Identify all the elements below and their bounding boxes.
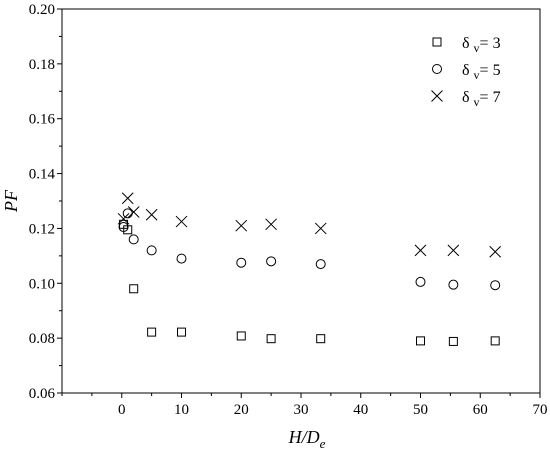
x-tick-label: 20 bbox=[234, 402, 249, 418]
legend-label: δ v= 7 bbox=[462, 89, 501, 109]
data-point-x bbox=[489, 245, 502, 258]
data-point-x bbox=[175, 215, 188, 228]
series-circle bbox=[118, 208, 501, 291]
y-tick-label: 0.10 bbox=[29, 276, 55, 292]
y-tick-label: 0.16 bbox=[29, 112, 56, 128]
data-point-x bbox=[414, 244, 427, 257]
data-point-x bbox=[117, 212, 130, 225]
legend-label: δ v= 3 bbox=[462, 35, 501, 55]
data-point-square bbox=[177, 327, 186, 337]
x-axis-title-main: H/D bbox=[288, 427, 320, 447]
data-point-circle bbox=[315, 259, 326, 270]
x-axis-title-subscript: e bbox=[320, 436, 326, 451]
data-point-square bbox=[129, 284, 139, 294]
legend-label-subscript: v bbox=[474, 41, 480, 55]
data-point-x bbox=[127, 206, 140, 218]
legend-item: δ v= 7 bbox=[431, 89, 501, 109]
legend-item: δ v= 3 bbox=[432, 35, 501, 55]
legend-marker-x bbox=[431, 90, 443, 102]
data-point-square bbox=[236, 331, 246, 341]
data-point-square bbox=[147, 327, 157, 337]
data-point-circle bbox=[236, 257, 247, 268]
data-point-circle bbox=[176, 253, 187, 264]
data-point-circle bbox=[122, 208, 133, 219]
data-point-circle bbox=[118, 222, 129, 233]
x-tick-label: 10 bbox=[174, 402, 189, 418]
data-point-square bbox=[266, 334, 276, 344]
data-point-circle bbox=[128, 234, 139, 245]
data-points bbox=[117, 192, 502, 346]
data-point-x bbox=[235, 219, 248, 232]
legend-label-subscript: v bbox=[474, 68, 480, 82]
y-tick-label: 0.08 bbox=[29, 331, 55, 347]
legend-label-value: = 7 bbox=[480, 89, 501, 106]
data-point-circle bbox=[146, 245, 157, 256]
y-tick-label: 0.06 bbox=[29, 386, 56, 402]
y-tick-label: 0.12 bbox=[29, 221, 55, 237]
x-tick-label: 60 bbox=[473, 402, 488, 418]
data-point-circle bbox=[448, 279, 459, 290]
legend: δ v= 3δ v= 5δ v= 7 bbox=[431, 35, 501, 109]
legend-label-symbol: δ bbox=[462, 62, 474, 79]
data-point-square bbox=[448, 336, 458, 346]
legend-label-value: = 3 bbox=[480, 35, 501, 52]
legend-label-symbol: δ bbox=[462, 89, 474, 106]
data-point-x bbox=[265, 218, 277, 231]
legend-label-symbol: δ bbox=[462, 35, 474, 52]
y-tick-label: 0.18 bbox=[29, 57, 55, 73]
series-x bbox=[117, 192, 502, 258]
data-point-x bbox=[314, 222, 327, 235]
data-point-circle bbox=[415, 276, 426, 287]
data-point-circle bbox=[266, 256, 277, 267]
data-point-x bbox=[145, 208, 158, 221]
data-point-square bbox=[490, 336, 500, 346]
legend-item: δ v= 5 bbox=[432, 62, 501, 82]
x-tick-label: 70 bbox=[533, 402, 548, 418]
data-point-circle bbox=[490, 280, 501, 291]
data-point-x bbox=[447, 244, 460, 257]
y-tick-label: 0.20 bbox=[29, 2, 55, 18]
x-axis-title: H/De bbox=[288, 427, 326, 451]
x-tick-label: 40 bbox=[353, 402, 368, 418]
legend-marker-circle bbox=[432, 64, 442, 74]
x-axis-ticks: 0 10 20 30 40 50 60 70 bbox=[61, 393, 548, 418]
legend-marker-square bbox=[432, 37, 442, 47]
x-tick-label: 50 bbox=[413, 402, 428, 418]
x-tick-label: 30 bbox=[294, 402, 309, 418]
y-tick-label: 0.14 bbox=[29, 167, 56, 183]
legend-label-subscript: v bbox=[474, 95, 480, 109]
data-point-x bbox=[121, 192, 134, 205]
legend-label-value: = 5 bbox=[480, 62, 501, 79]
y-axis-title: PF bbox=[1, 189, 21, 213]
y-axis-ticks: 0.06 0.08 0.10 0.12 0.14 0.16 0.18 0.20 bbox=[29, 2, 62, 402]
data-point-square bbox=[416, 336, 425, 346]
legend-label: δ v= 5 bbox=[462, 62, 501, 82]
series-square bbox=[119, 219, 500, 346]
data-point-square bbox=[316, 334, 326, 344]
x-tick-label: 0 bbox=[118, 402, 126, 418]
